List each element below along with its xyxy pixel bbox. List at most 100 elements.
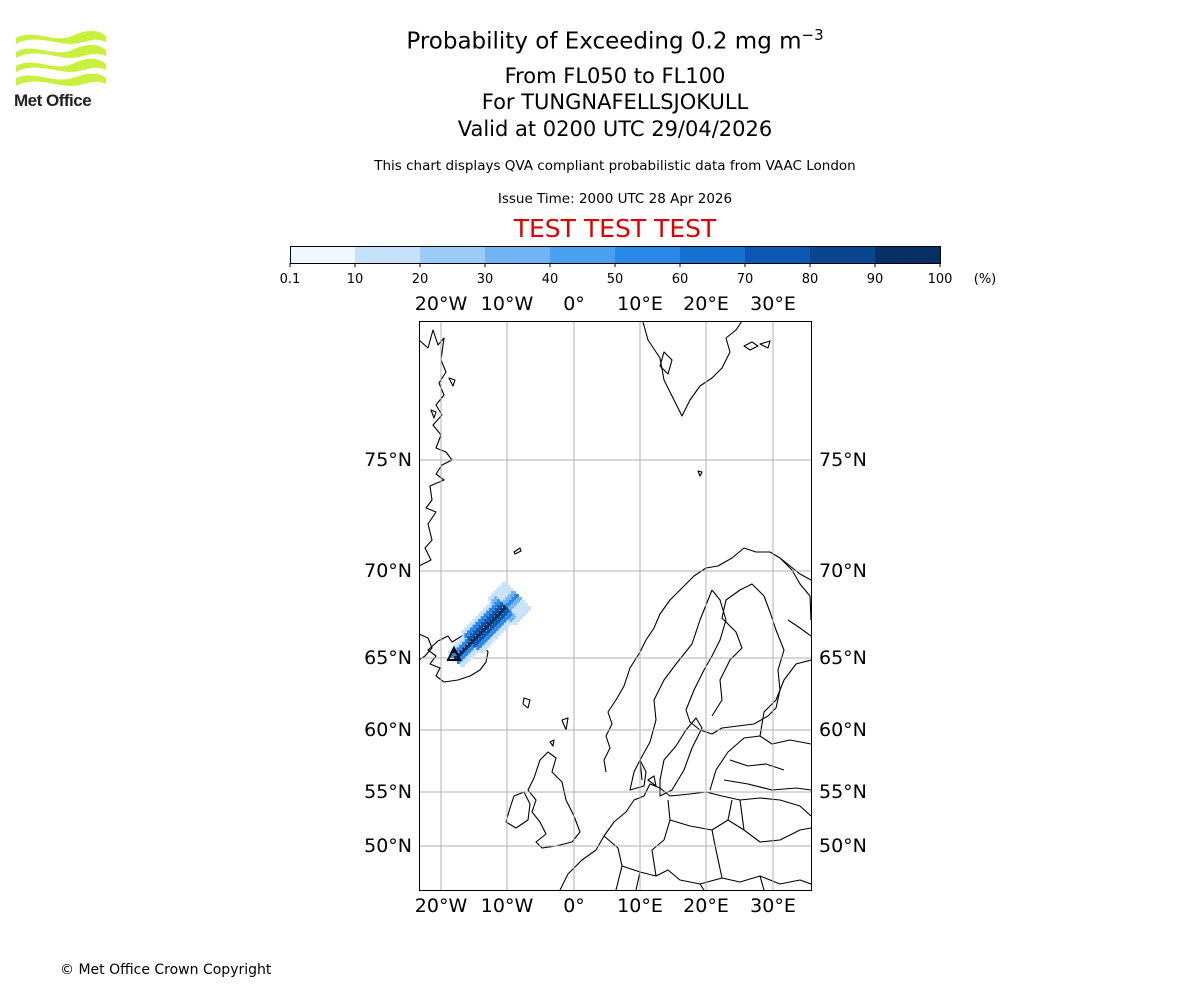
ash-probability-cell <box>499 590 505 596</box>
ash-probability-cell <box>460 662 465 667</box>
ash-probability-cell <box>500 608 506 614</box>
ash-probability-cell <box>468 653 474 659</box>
ash-probability-cell <box>465 656 471 662</box>
volcano-name: For TUNGNAFELLSJOKULL <box>481 90 749 114</box>
ash-probability-cell <box>495 625 501 631</box>
ash-probability-cell <box>523 608 529 614</box>
coastline-bothnia <box>685 669 713 735</box>
coastline-iceland <box>427 635 489 683</box>
longitude-label: 0° <box>563 895 585 917</box>
ash-probability-cell <box>511 591 516 596</box>
ash-probability-cell <box>465 650 471 656</box>
coastline-kola <box>779 557 811 637</box>
ash-probability-cell <box>459 644 465 650</box>
colorbar-cell <box>290 247 355 263</box>
ash-probability-cell <box>481 622 486 627</box>
volcano-marker-icon <box>446 645 462 661</box>
colorbar-cell <box>745 247 810 263</box>
ash-probability-cell <box>515 617 521 623</box>
ash-probability-cell <box>481 633 487 639</box>
ash-probability-cell <box>475 627 481 633</box>
ash-probability-cell <box>479 642 485 648</box>
ash-probability-cell <box>466 624 472 630</box>
ash-probability-cell <box>480 610 486 616</box>
chart-title: Probability of Exceeding 0.2 mg m−3 <box>406 26 824 55</box>
latitude-label: 75°N <box>364 449 412 471</box>
ash-probability-cell <box>483 619 489 625</box>
colorbar-tick-label: 30 <box>477 272 494 287</box>
ash-probability-cell <box>497 610 503 616</box>
coastline-baltic <box>709 735 811 791</box>
ash-probability-cell <box>520 611 526 617</box>
latitude-label: 70°N <box>364 560 412 582</box>
coastline-svalbard-island <box>743 341 759 351</box>
ash-probability-cell <box>502 599 508 605</box>
colorbar-tick-label: 20 <box>412 272 429 287</box>
coastline-denmark <box>629 759 657 791</box>
colorbar-tick-label: 90 <box>867 272 884 287</box>
ash-probability-cell <box>478 619 483 624</box>
ash-probability-cell <box>506 619 512 625</box>
colorbar-tick-label: 10 <box>347 272 364 287</box>
latitude-label: 60°N <box>364 719 412 741</box>
ash-probability-cell <box>514 611 520 617</box>
ash-probability-cell <box>492 622 498 628</box>
coastline-shetland <box>561 717 569 731</box>
ash-probability-cell <box>487 628 492 633</box>
colorbar-tick-label: 0.1 <box>280 272 301 287</box>
ash-probability-cell <box>493 590 499 596</box>
longitude-label: 10°E <box>617 293 663 315</box>
ash-probability-cell <box>464 644 470 650</box>
chart-description: This chart displays QVA compliant probab… <box>374 158 856 174</box>
colorbar-tick-label: 100 <box>928 272 953 287</box>
ash-probability-cell <box>462 659 468 665</box>
longitude-label: 10°W <box>481 293 534 315</box>
ash-probability-cell <box>484 636 490 642</box>
ash-probability-cell <box>448 650 453 655</box>
ash-probability-cell <box>472 618 478 624</box>
colorbar-tick-label: 70 <box>737 272 754 287</box>
ash-probability-cell <box>459 650 465 656</box>
ash-probability-cell <box>476 645 482 651</box>
colorbar-cell <box>615 247 680 263</box>
colorbar-cell <box>875 247 940 263</box>
copyright-notice: © Met Office Crown Copyright <box>60 962 272 978</box>
coastline-finland <box>711 583 785 735</box>
ash-probability-cell <box>508 593 514 599</box>
ash-probability-cell <box>494 613 500 619</box>
ash-probability-cell <box>458 638 464 644</box>
ash-probability-cell <box>490 631 495 636</box>
ash-probability-cell <box>492 616 498 622</box>
ash-probability-cell <box>503 616 509 622</box>
colorbar-cell <box>485 247 550 263</box>
colorbar-cell <box>680 247 745 263</box>
coastline-europe <box>559 783 811 890</box>
ash-probability-cell <box>497 605 503 611</box>
ash-probability-cell <box>482 645 488 651</box>
ash-probability-cell <box>469 621 475 627</box>
ash-probability-cell <box>496 587 502 593</box>
ash-probability-cell <box>472 630 478 636</box>
colorbar-cell <box>420 247 485 263</box>
ash-probability-cell <box>485 604 491 610</box>
ash-probability-cell <box>495 619 501 625</box>
ash-probability-cell <box>488 607 494 613</box>
longitude-label: 10°W <box>481 895 534 917</box>
ash-probability-cell <box>517 597 522 602</box>
ash-probability-cell <box>478 624 484 630</box>
ash-probability-cell <box>511 602 517 608</box>
border-norway-sweden <box>639 589 713 781</box>
ash-probability-cell <box>500 602 506 608</box>
ash-probability-cell <box>486 610 492 616</box>
colorbar-tick-label: 40 <box>542 272 559 287</box>
ash-probability-cell <box>487 633 493 639</box>
ash-probability-cell <box>509 617 515 623</box>
ash-probability-cell <box>500 613 506 619</box>
ash-probability-cell <box>453 644 459 650</box>
ash-probability-cell <box>497 599 503 605</box>
ash-probability-cell <box>477 613 483 619</box>
ash-probability-cell <box>456 647 462 653</box>
ash-probability-cell <box>473 642 479 648</box>
ash-probability-cell <box>483 613 489 619</box>
